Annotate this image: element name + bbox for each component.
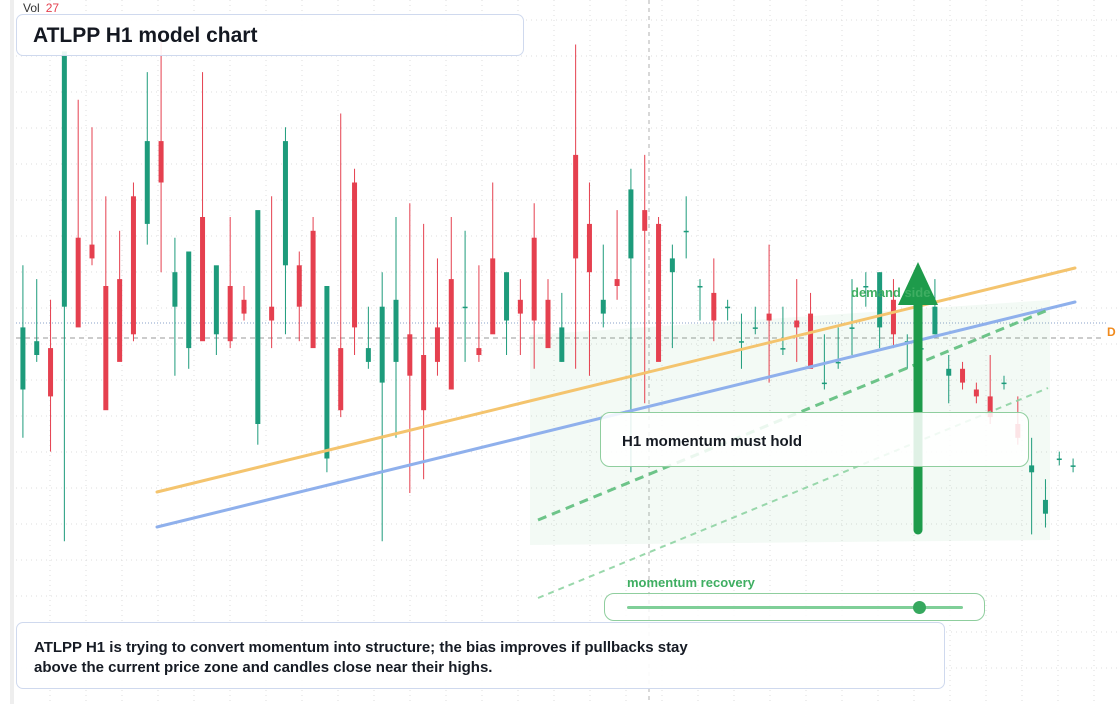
candle-body — [490, 258, 496, 335]
candle-body — [20, 327, 26, 390]
candle-body — [504, 272, 510, 321]
candle-body — [393, 299, 399, 362]
slider-track[interactable] — [627, 606, 963, 609]
candle-body — [960, 368, 966, 383]
candle-body — [296, 265, 302, 307]
candle-body — [172, 272, 178, 307]
candle-body — [973, 389, 979, 397]
candle-body — [310, 230, 316, 349]
candle-body — [932, 306, 938, 335]
bullish-arrow-head — [898, 262, 938, 305]
candle-body — [227, 286, 233, 342]
demand-label: demand side — [851, 285, 931, 300]
candle-body — [255, 210, 261, 424]
channel-dashed-lower — [537, 387, 1049, 599]
candle-body — [642, 210, 648, 231]
candle-body — [1029, 465, 1035, 473]
candle-body — [352, 182, 358, 328]
candle-body — [683, 230, 689, 233]
candle-body — [407, 334, 413, 376]
candle-body — [421, 355, 427, 411]
candle-body — [628, 189, 634, 259]
candle-body — [462, 306, 468, 309]
candle-body — [766, 313, 772, 321]
candle-body — [61, 51, 67, 307]
volume-label: Vol — [23, 1, 40, 15]
candle-body — [434, 327, 440, 362]
candle-body — [186, 251, 192, 349]
candle-body — [835, 361, 841, 364]
candle-body — [697, 286, 703, 288]
candle-body — [269, 306, 275, 321]
candle-body — [531, 237, 537, 321]
candle-body — [324, 286, 330, 459]
momentum-slider[interactable] — [604, 593, 985, 621]
volume-readout: Vol 27 — [23, 1, 59, 15]
candle-body — [752, 327, 758, 329]
analysis-note: ATLPP H1 is trying to convert momentum i… — [16, 622, 945, 689]
title-panel: ATLPP H1 model chart — [16, 14, 524, 56]
momentum-callout: H1 momentum must hold — [600, 412, 1029, 467]
candle-body — [890, 299, 896, 335]
note-line-1: ATLPP H1 is trying to convert momentum i… — [34, 639, 688, 656]
candle-body — [614, 279, 620, 286]
candle-body — [725, 306, 731, 309]
candle-body — [1001, 382, 1007, 385]
candle-body — [144, 141, 150, 224]
candle-body — [379, 306, 385, 383]
left-edge — [10, 0, 14, 704]
chart-title: ATLPP H1 model chart — [33, 24, 258, 47]
candle-body — [877, 272, 883, 328]
momentum-message: H1 momentum must hold — [622, 433, 803, 450]
candle-body — [794, 320, 800, 328]
candle-body — [213, 265, 219, 335]
candle-body — [476, 348, 482, 355]
note-line-2: above the current price zone and candles… — [34, 659, 493, 676]
candle-body — [849, 327, 855, 329]
slider-knob[interactable] — [912, 601, 926, 614]
candle-body — [669, 258, 675, 273]
candle-body — [863, 286, 869, 288]
candle-body — [946, 368, 952, 376]
candle-body — [200, 217, 206, 342]
candle-body — [573, 154, 579, 259]
candle-body — [559, 327, 565, 362]
momentum-recovery-label: momentum recovery — [627, 575, 755, 590]
candle-body — [1056, 458, 1062, 460]
candle-body — [808, 313, 814, 369]
candle-body — [656, 223, 662, 362]
candle-body — [987, 396, 993, 418]
candles — [20, 30, 1076, 542]
volume-value: 27 — [45, 1, 60, 15]
candle-body — [600, 299, 606, 314]
candle-body — [1042, 499, 1048, 514]
candle-body — [282, 141, 288, 266]
candle-body — [711, 292, 717, 321]
price-marker-tag: D — [1107, 325, 1116, 339]
candle-body — [517, 299, 523, 314]
candle-body — [130, 196, 136, 335]
candle-body — [89, 244, 95, 259]
candle-body — [103, 286, 109, 411]
candle-body — [1070, 465, 1076, 467]
candle-body — [48, 348, 54, 397]
candle-body — [338, 348, 344, 411]
candle-body — [75, 237, 81, 328]
price-tag-bg — [1108, 322, 1120, 340]
candle-body — [34, 341, 40, 355]
candle-body — [117, 279, 123, 362]
candle-body — [780, 348, 786, 350]
candle-body — [821, 382, 827, 385]
candle-body — [545, 299, 551, 349]
candle-body — [158, 141, 164, 183]
candle-body — [241, 299, 247, 314]
candle-body — [448, 279, 454, 390]
candle-body — [586, 223, 592, 273]
candle-body — [365, 348, 371, 362]
candle-body — [738, 341, 744, 343]
